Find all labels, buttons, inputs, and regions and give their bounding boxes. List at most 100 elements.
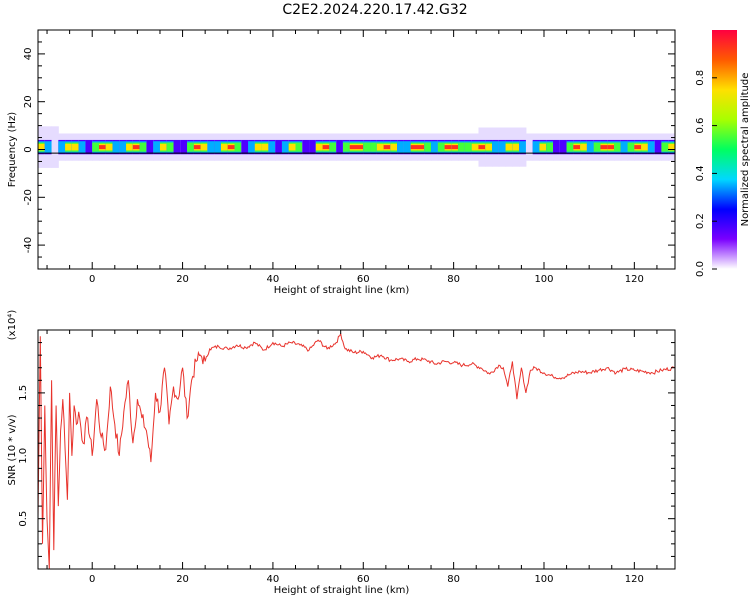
- spectrogram-x-axis-label: Height of straight line (km): [274, 285, 410, 296]
- heatmap-cell: [234, 142, 242, 152]
- heatmap-cell: [668, 143, 676, 151]
- heatmap-cell: [139, 142, 147, 152]
- heatmap-cell: [336, 139, 344, 155]
- y-tick-label: -40: [23, 237, 34, 253]
- y-tick-label: 0.5: [18, 511, 29, 527]
- heatmap-cell: [295, 142, 303, 152]
- x-tick-label: 20: [176, 574, 189, 585]
- heatmap-cell: [302, 139, 310, 155]
- y-tick-label: 0: [23, 146, 34, 152]
- heatmap-cell: [546, 142, 554, 152]
- heatmap-cell: [451, 145, 459, 150]
- colorbar-label: Normalized spectral amplitude: [740, 73, 750, 227]
- heatmap-cell: [159, 143, 168, 151]
- heatmap-cell: [329, 142, 337, 152]
- heatmap-cell: [586, 141, 595, 153]
- x-tick-label: 120: [625, 574, 644, 585]
- heatmap-cell: [187, 142, 195, 152]
- heatmap-cell: [180, 139, 188, 155]
- heatmap-cell: [241, 139, 249, 155]
- heatmap-cell-halo: [525, 133, 534, 161]
- heatmap-cell: [403, 141, 412, 153]
- heatmap-cell: [634, 145, 642, 150]
- heatmap-cell: [166, 142, 175, 152]
- heatmap-cell: [356, 145, 364, 150]
- heatmap-cell: [58, 141, 66, 153]
- heatmap-cell: [417, 145, 425, 150]
- heatmap-cell: [105, 143, 114, 151]
- heatmap-cell: [214, 141, 222, 153]
- heatmap-cell: [261, 143, 269, 151]
- heatmap-cell-halo: [51, 126, 59, 168]
- x-tick-label: 40: [267, 274, 280, 285]
- heatmap-cell: [146, 139, 154, 155]
- heatmap-cell: [519, 141, 527, 153]
- heatmap-cell: [532, 141, 540, 153]
- chart-title: C2E2.2024.220.17.42.G32: [282, 2, 468, 18]
- heatmap-cell: [85, 139, 93, 155]
- heatmap-cell: [200, 143, 208, 151]
- heatmap-cell: [288, 143, 297, 151]
- heatmap-cell: [220, 143, 229, 151]
- heatmap-cell: [498, 141, 507, 153]
- heatmap-cell: [390, 143, 398, 151]
- x-tick-label: 60: [357, 274, 370, 285]
- heatmap-cell: [593, 142, 601, 152]
- heatmap-cell: [153, 141, 161, 153]
- heatmap-cell: [78, 141, 86, 153]
- x-tick-label: 0: [89, 274, 95, 285]
- heatmap-cell: [207, 141, 215, 153]
- y-tick-label: -20: [23, 189, 34, 205]
- heatmap-cell: [309, 139, 317, 155]
- colorbar-tick-label: 0.4: [695, 165, 706, 181]
- heatmap-cell: [349, 145, 357, 150]
- heatmap-cell: [71, 143, 80, 151]
- x-tick-label: 120: [625, 274, 644, 285]
- x-tick-label: 100: [534, 574, 553, 585]
- heatmap-cell: [437, 142, 446, 152]
- spectrogram-ticks: 0 20 40 60 80 100 120 -40 -20 0 20 40: [23, 29, 675, 285]
- colorbar-tick-label: 0.0: [695, 261, 706, 277]
- snr-plot-frame: [37, 329, 676, 570]
- heatmap-cell: [65, 143, 73, 151]
- spectrogram-panel: 0 20 40 60 80 100 120 -40 -20 0 20 40 Height of str…: [7, 29, 676, 296]
- colorbar-tick-label: 0.8: [695, 70, 706, 86]
- heatmap-cell: [424, 142, 432, 152]
- heatmap-cell: [383, 145, 391, 150]
- heatmap-cell: [410, 145, 418, 150]
- colorbar-gradient: [712, 30, 737, 269]
- heatmap-cell: [661, 142, 669, 152]
- snr-ticks: 0 20 40 60 80 100 120 0.5 1.0 1.5: [18, 329, 675, 585]
- heatmap-cell: [641, 143, 649, 151]
- heatmap-cell: [376, 143, 385, 151]
- heatmap-cell: [485, 143, 493, 151]
- y-tick-label: 1.0: [18, 448, 29, 464]
- heatmap-cell: [132, 145, 141, 150]
- snr-y-axis-label: SNR (10 * v/v): [7, 414, 18, 485]
- spectrogram-heatmap: [38, 126, 676, 168]
- heatmap-cell: [98, 145, 107, 150]
- x-tick-label: 0: [89, 574, 95, 585]
- snr-series-line: [37, 332, 676, 570]
- heatmap-cell: [600, 145, 608, 150]
- heatmap-cell: [471, 143, 479, 151]
- heatmap-cell: [478, 145, 486, 150]
- heatmap-cell: [458, 142, 466, 152]
- heatmap-cell: [627, 142, 635, 152]
- heatmap-cell: [227, 145, 236, 150]
- heatmap-cell: [281, 141, 290, 153]
- colorbar-tick-label: 0.6: [695, 118, 706, 134]
- heatmap-cell: [126, 143, 134, 151]
- heatmap-cell: [112, 141, 120, 153]
- heatmap-cell: [38, 143, 46, 151]
- heatmap-cell: [444, 145, 452, 150]
- heatmap-cell: [512, 143, 520, 151]
- heatmap-cell: [363, 142, 371, 152]
- y-tick-label: 20: [23, 95, 34, 108]
- heatmap-cell: [464, 142, 473, 152]
- heatmap-cell: [92, 142, 100, 152]
- heatmap-cell: [119, 141, 127, 153]
- snr-x-axis-label: Height of straight line (km): [274, 585, 410, 596]
- heatmap-cell: [275, 139, 283, 155]
